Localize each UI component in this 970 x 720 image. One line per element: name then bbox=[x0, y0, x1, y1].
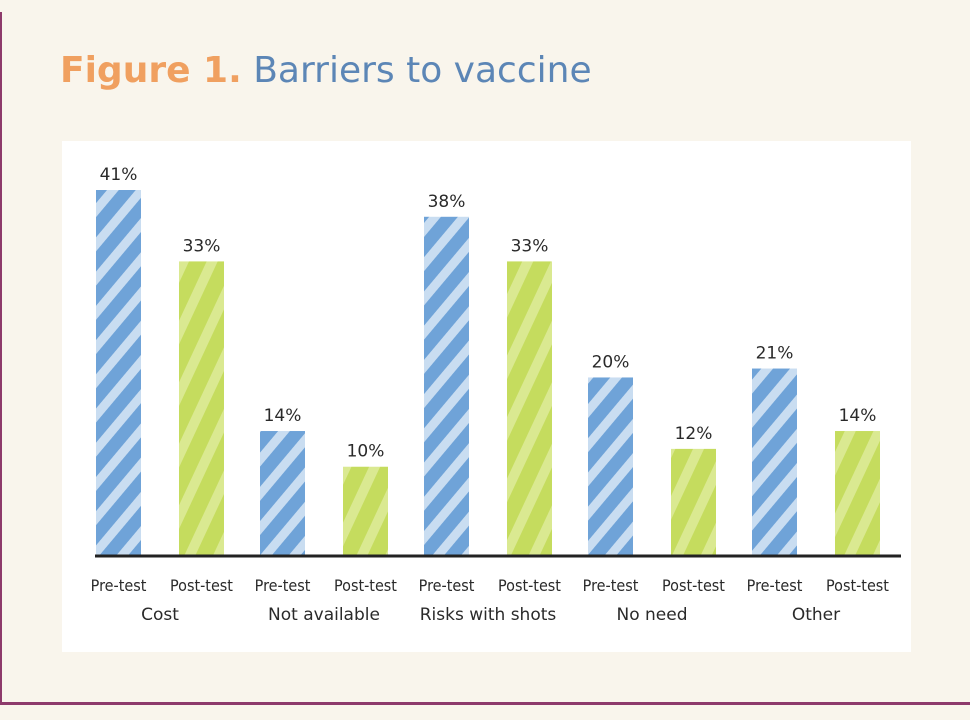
tick-label-not-available-post-test: Post-test bbox=[334, 576, 397, 595]
tick-label-other-pre-test: Pre-test bbox=[747, 576, 803, 595]
bar-other-post-test bbox=[835, 431, 880, 556]
value-label-cost-post-test: 33% bbox=[183, 236, 221, 256]
value-label-not-available-pre-test: 14% bbox=[264, 406, 302, 426]
bar-chart: 41% Pre-test 33% Post-test Cost 14% Pre-test 10… bbox=[91, 165, 901, 625]
bar-risks-with-shots-pre-test bbox=[424, 216, 469, 556]
value-label-risks-with-shots-post-test: 33% bbox=[511, 236, 549, 256]
bar-not-available-pre-test bbox=[260, 431, 305, 556]
tick-label-no-need-pre-test: Pre-test bbox=[583, 576, 639, 595]
value-label-risks-with-shots-pre-test: 38% bbox=[428, 192, 466, 212]
figure-title-text: Barriers to vaccine bbox=[253, 50, 592, 91]
bar-risks-with-shots-post-test bbox=[507, 261, 552, 556]
tick-label-risks-with-shots-pre-test: Pre-test bbox=[419, 576, 475, 595]
tick-label-cost-post-test: Post-test bbox=[170, 576, 233, 595]
category-label-no-need: No need bbox=[616, 605, 687, 625]
bar-no-need-pre-test bbox=[588, 377, 633, 556]
tick-label-not-available-pre-test: Pre-test bbox=[255, 576, 311, 595]
value-label-no-need-post-test: 12% bbox=[675, 424, 713, 444]
figure-title: Figure 1. Barriers to vaccine bbox=[60, 50, 592, 91]
category-label-other: Other bbox=[792, 605, 840, 625]
chart-panel: 41% Pre-test 33% Post-test Cost 14% Pre-test 10… bbox=[62, 141, 911, 652]
figure-label: Figure 1. bbox=[60, 50, 242, 91]
bar-cost-post-test bbox=[179, 261, 224, 556]
bar-not-available-post-test bbox=[343, 466, 388, 556]
tick-label-no-need-post-test: Post-test bbox=[662, 576, 725, 595]
category-label-not-available: Not available bbox=[268, 605, 380, 625]
value-label-cost-pre-test: 41% bbox=[100, 165, 138, 185]
value-label-other-pre-test: 21% bbox=[756, 344, 794, 364]
tick-label-other-post-test: Post-test bbox=[826, 576, 889, 595]
bar-other-pre-test bbox=[752, 368, 797, 556]
value-label-other-post-test: 14% bbox=[839, 406, 877, 426]
tick-label-risks-with-shots-post-test: Post-test bbox=[498, 576, 561, 595]
value-label-no-need-pre-test: 20% bbox=[592, 352, 630, 372]
category-label-risks-with-shots: Risks with shots bbox=[420, 605, 557, 625]
category-label-cost: Cost bbox=[141, 605, 179, 625]
tick-label-cost-pre-test: Pre-test bbox=[91, 576, 147, 595]
bar-no-need-post-test bbox=[671, 448, 716, 556]
value-label-not-available-post-test: 10% bbox=[347, 442, 385, 462]
bar-cost-pre-test bbox=[96, 190, 141, 556]
